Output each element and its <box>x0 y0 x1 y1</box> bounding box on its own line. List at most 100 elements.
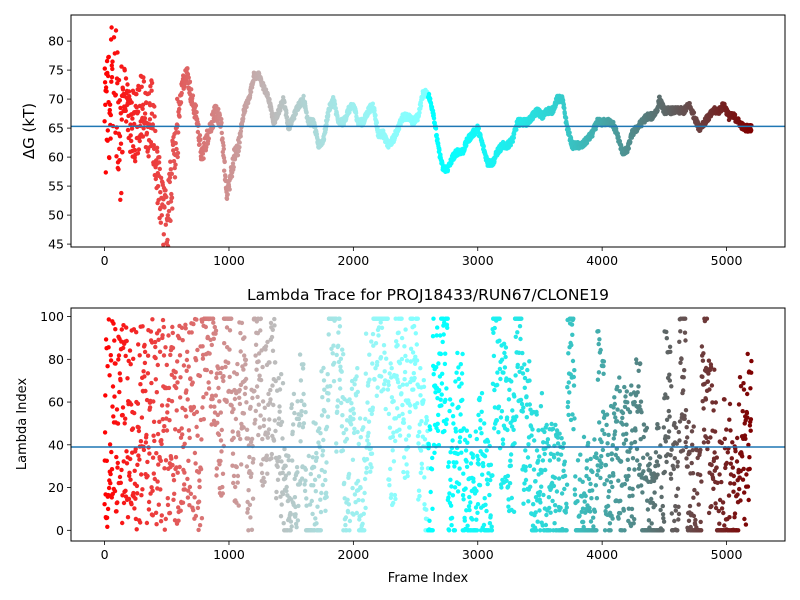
lambda-point <box>604 422 609 428</box>
lambda-point <box>564 505 569 510</box>
lambda-point <box>588 519 594 524</box>
delta-g-point <box>217 113 222 118</box>
lambda-point <box>343 515 349 520</box>
lambda-point <box>618 459 624 464</box>
delta-g-point <box>102 66 108 71</box>
delta-g-point <box>225 192 230 197</box>
lambda-point <box>195 433 200 438</box>
lambda-point <box>302 402 307 408</box>
delta-g-point <box>123 108 128 114</box>
lambda-point <box>185 495 191 500</box>
delta-g-point <box>149 111 155 116</box>
delta-g-point <box>103 102 108 108</box>
lambda-point <box>421 398 426 403</box>
lambda-point <box>108 481 113 486</box>
lambda-point <box>667 378 672 383</box>
lambda-point <box>520 350 525 356</box>
lambda-point <box>288 510 293 516</box>
lambda-point <box>389 375 394 380</box>
lambda-point <box>362 528 367 533</box>
lambda-point <box>421 378 426 383</box>
lambda-point <box>285 498 291 504</box>
lambda-point <box>165 403 170 408</box>
lambda-point <box>356 497 361 503</box>
delta-g-point <box>687 101 692 106</box>
lambda-point <box>183 407 188 413</box>
delta-g-point <box>141 75 146 80</box>
lambda-point <box>262 479 267 485</box>
lambda-point <box>210 316 216 321</box>
lambda-point <box>210 396 215 402</box>
lambda-point <box>286 471 292 476</box>
lambda-point <box>203 324 208 330</box>
lambda-point <box>173 370 178 375</box>
lambda-point <box>441 332 446 337</box>
lambda-point <box>357 416 363 421</box>
lambda-point <box>177 353 183 358</box>
lambda-point <box>159 513 164 518</box>
lambda-point <box>665 395 670 400</box>
lambda-point <box>143 440 149 445</box>
lambda-point <box>254 384 260 389</box>
lambda-point <box>544 440 550 445</box>
lambda-point <box>668 471 673 477</box>
lambda-point <box>321 378 327 383</box>
delta-g-points <box>102 15 754 247</box>
lambda-point <box>677 419 683 424</box>
lambda-point <box>417 493 422 499</box>
delta-g-point <box>321 137 327 142</box>
delta-g-point <box>216 106 221 112</box>
lambda-point <box>404 382 410 387</box>
lambda-point <box>453 379 458 384</box>
lambda-point <box>564 482 570 487</box>
lambda-point <box>319 490 324 496</box>
lambda-point <box>478 426 483 431</box>
lambda-point <box>290 458 295 463</box>
lambda-point <box>550 498 555 504</box>
lambda-point <box>237 401 243 407</box>
lambda-point <box>176 428 182 434</box>
lambda-point <box>217 462 222 467</box>
lambda-point <box>458 412 463 417</box>
lambda-point <box>108 353 114 358</box>
lambda-point <box>446 495 451 500</box>
lambda-point <box>292 476 297 482</box>
lambda-point <box>567 390 572 395</box>
lambda-point <box>467 433 473 439</box>
lambda-point <box>588 456 593 462</box>
lambda-point <box>193 461 198 466</box>
lambda-point <box>214 473 219 478</box>
lambda-point <box>107 442 113 447</box>
lambda-point <box>431 372 436 377</box>
delta-g-point <box>157 166 162 172</box>
lambda-point <box>596 341 601 347</box>
lambda-point <box>616 516 621 521</box>
lambda-point <box>551 483 557 489</box>
lambda-point <box>629 441 634 446</box>
lambda-point <box>335 409 340 414</box>
lambda-point <box>611 473 616 478</box>
lambda-point <box>243 385 248 390</box>
lambda-point <box>197 523 203 528</box>
lambda-point <box>536 428 541 433</box>
delta-g-point <box>168 159 173 164</box>
lambda-point <box>591 515 596 520</box>
lambda-point <box>159 441 164 447</box>
lambda-point <box>266 427 272 432</box>
lambda-point <box>461 471 466 476</box>
lambda-point <box>301 391 306 397</box>
lambda-point <box>215 412 220 418</box>
lambda-point <box>536 493 542 498</box>
lambda-point <box>605 503 611 509</box>
lambda-point <box>319 413 325 418</box>
lambda-point <box>450 493 456 498</box>
lambda-point <box>144 520 150 526</box>
lambda-point <box>289 524 294 529</box>
lambda-point <box>235 361 240 367</box>
lambda-point <box>326 391 331 396</box>
delta-g-point <box>152 104 157 109</box>
lambda-point <box>622 481 627 487</box>
lambda-point <box>440 339 445 345</box>
lambda-point <box>534 448 540 453</box>
lambda-point <box>375 359 380 365</box>
